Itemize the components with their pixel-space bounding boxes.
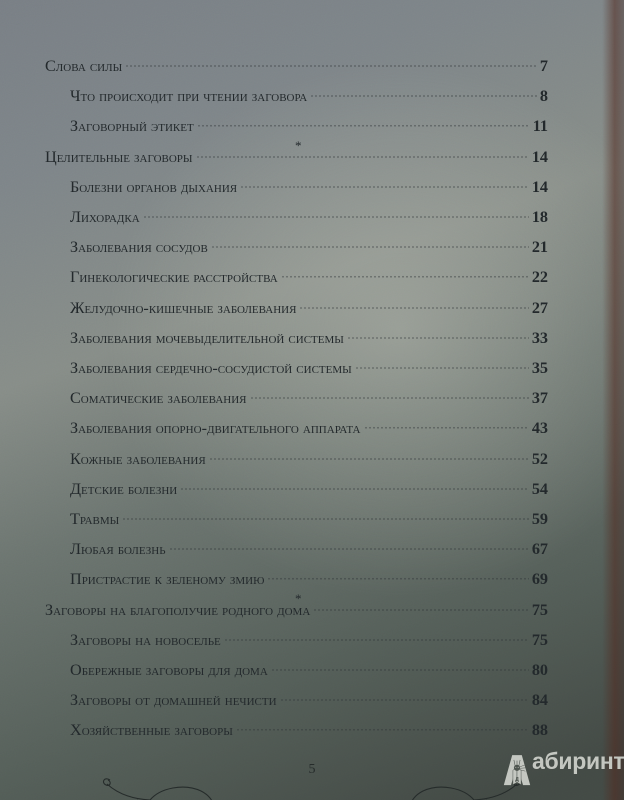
svg-text:Д: Д bbox=[515, 777, 519, 783]
